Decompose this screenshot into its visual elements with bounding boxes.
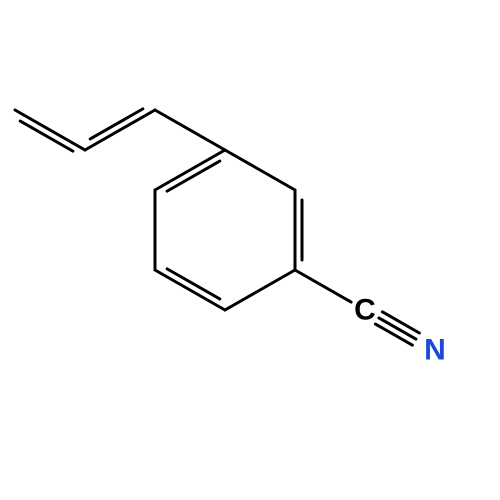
bond-line: [155, 150, 225, 190]
bond-line: [155, 110, 225, 150]
bond-line: [167, 161, 220, 191]
bond-line: [155, 270, 225, 310]
bond-line: [167, 269, 220, 299]
bond-line: [295, 270, 351, 302]
bond-line: [225, 270, 295, 310]
bond-line: [90, 109, 143, 139]
bond-line: [20, 121, 73, 151]
atom-label: C: [354, 294, 376, 327]
molecule-diagram: CN: [0, 0, 500, 500]
bond-line: [15, 110, 85, 150]
atom-label: N: [424, 334, 446, 367]
bond-line: [85, 110, 155, 150]
bond-line: [225, 150, 295, 190]
